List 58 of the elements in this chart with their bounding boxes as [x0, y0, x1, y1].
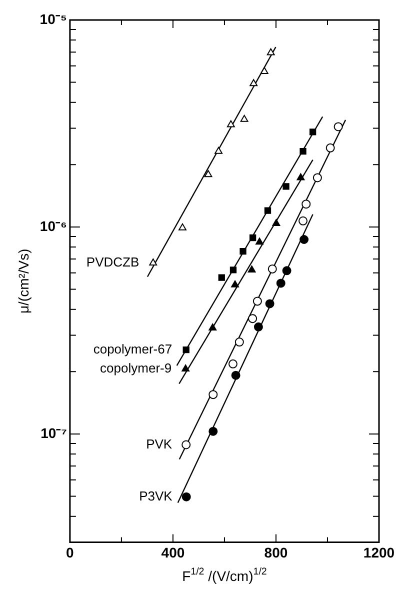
point	[234, 338, 244, 347]
point	[182, 346, 190, 354]
point	[226, 120, 235, 128]
point	[276, 278, 286, 288]
point	[214, 146, 223, 154]
point	[218, 274, 225, 281]
point	[240, 248, 246, 255]
point	[230, 266, 237, 274]
series-label: P3VK	[139, 488, 173, 504]
y-tick-label: 10⁻⁶	[40, 218, 67, 234]
series-label: copolymer-9	[100, 360, 172, 376]
point	[300, 235, 309, 244]
point	[240, 114, 248, 122]
point	[252, 296, 262, 306]
series-label: copolymer-67	[93, 341, 172, 356]
point	[228, 359, 238, 368]
point	[208, 426, 218, 436]
point	[298, 216, 308, 226]
point	[334, 122, 343, 132]
point	[272, 218, 280, 226]
point	[309, 128, 316, 136]
point	[266, 48, 275, 56]
point	[256, 238, 264, 245]
x-tick-label: 800	[264, 544, 288, 560]
point	[302, 200, 311, 209]
point	[208, 390, 218, 400]
point	[282, 183, 290, 190]
point	[265, 299, 274, 308]
point	[182, 364, 190, 372]
point	[182, 440, 191, 450]
point	[149, 258, 158, 266]
series-label: PVDCZB	[86, 254, 140, 270]
point	[264, 207, 272, 214]
point	[260, 66, 268, 74]
point	[248, 265, 256, 272]
point	[231, 280, 239, 288]
series-label: PVK	[146, 436, 172, 452]
point	[178, 223, 186, 230]
point	[268, 264, 277, 274]
point	[249, 234, 256, 242]
x-tick-label: 1200	[363, 544, 395, 560]
point	[248, 314, 258, 324]
point	[208, 324, 217, 331]
y-axis-title: μ/(cm²/Vs)	[15, 248, 32, 314]
point	[282, 266, 292, 276]
point	[300, 148, 306, 155]
y-tick-label: 10⁻⁵	[40, 10, 67, 27]
point	[231, 370, 240, 380]
point	[312, 173, 322, 182]
point	[326, 143, 335, 152]
y-tick-label: 10⁻⁷	[40, 424, 68, 441]
point	[296, 173, 305, 180]
point	[182, 492, 191, 502]
x-tick-label: 400	[161, 544, 185, 560]
point	[204, 170, 212, 178]
point	[250, 79, 258, 86]
point	[254, 322, 263, 332]
x-tick-label: 0	[66, 544, 74, 560]
